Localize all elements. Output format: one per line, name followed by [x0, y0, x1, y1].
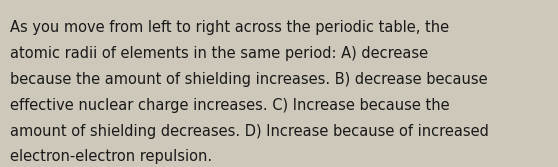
Text: effective nuclear charge increases. C) Increase because the: effective nuclear charge increases. C) I…: [10, 98, 450, 113]
Text: amount of shielding decreases. D) Increase because of increased: amount of shielding decreases. D) Increa…: [10, 124, 489, 139]
Text: atomic radii of elements in the same period: A) decrease: atomic radii of elements in the same per…: [10, 46, 428, 61]
Text: electron-electron repulsion.: electron-electron repulsion.: [10, 149, 212, 164]
Text: because the amount of shielding increases. B) decrease because: because the amount of shielding increase…: [10, 72, 488, 87]
Text: As you move from left to right across the periodic table, the: As you move from left to right across th…: [10, 20, 449, 35]
